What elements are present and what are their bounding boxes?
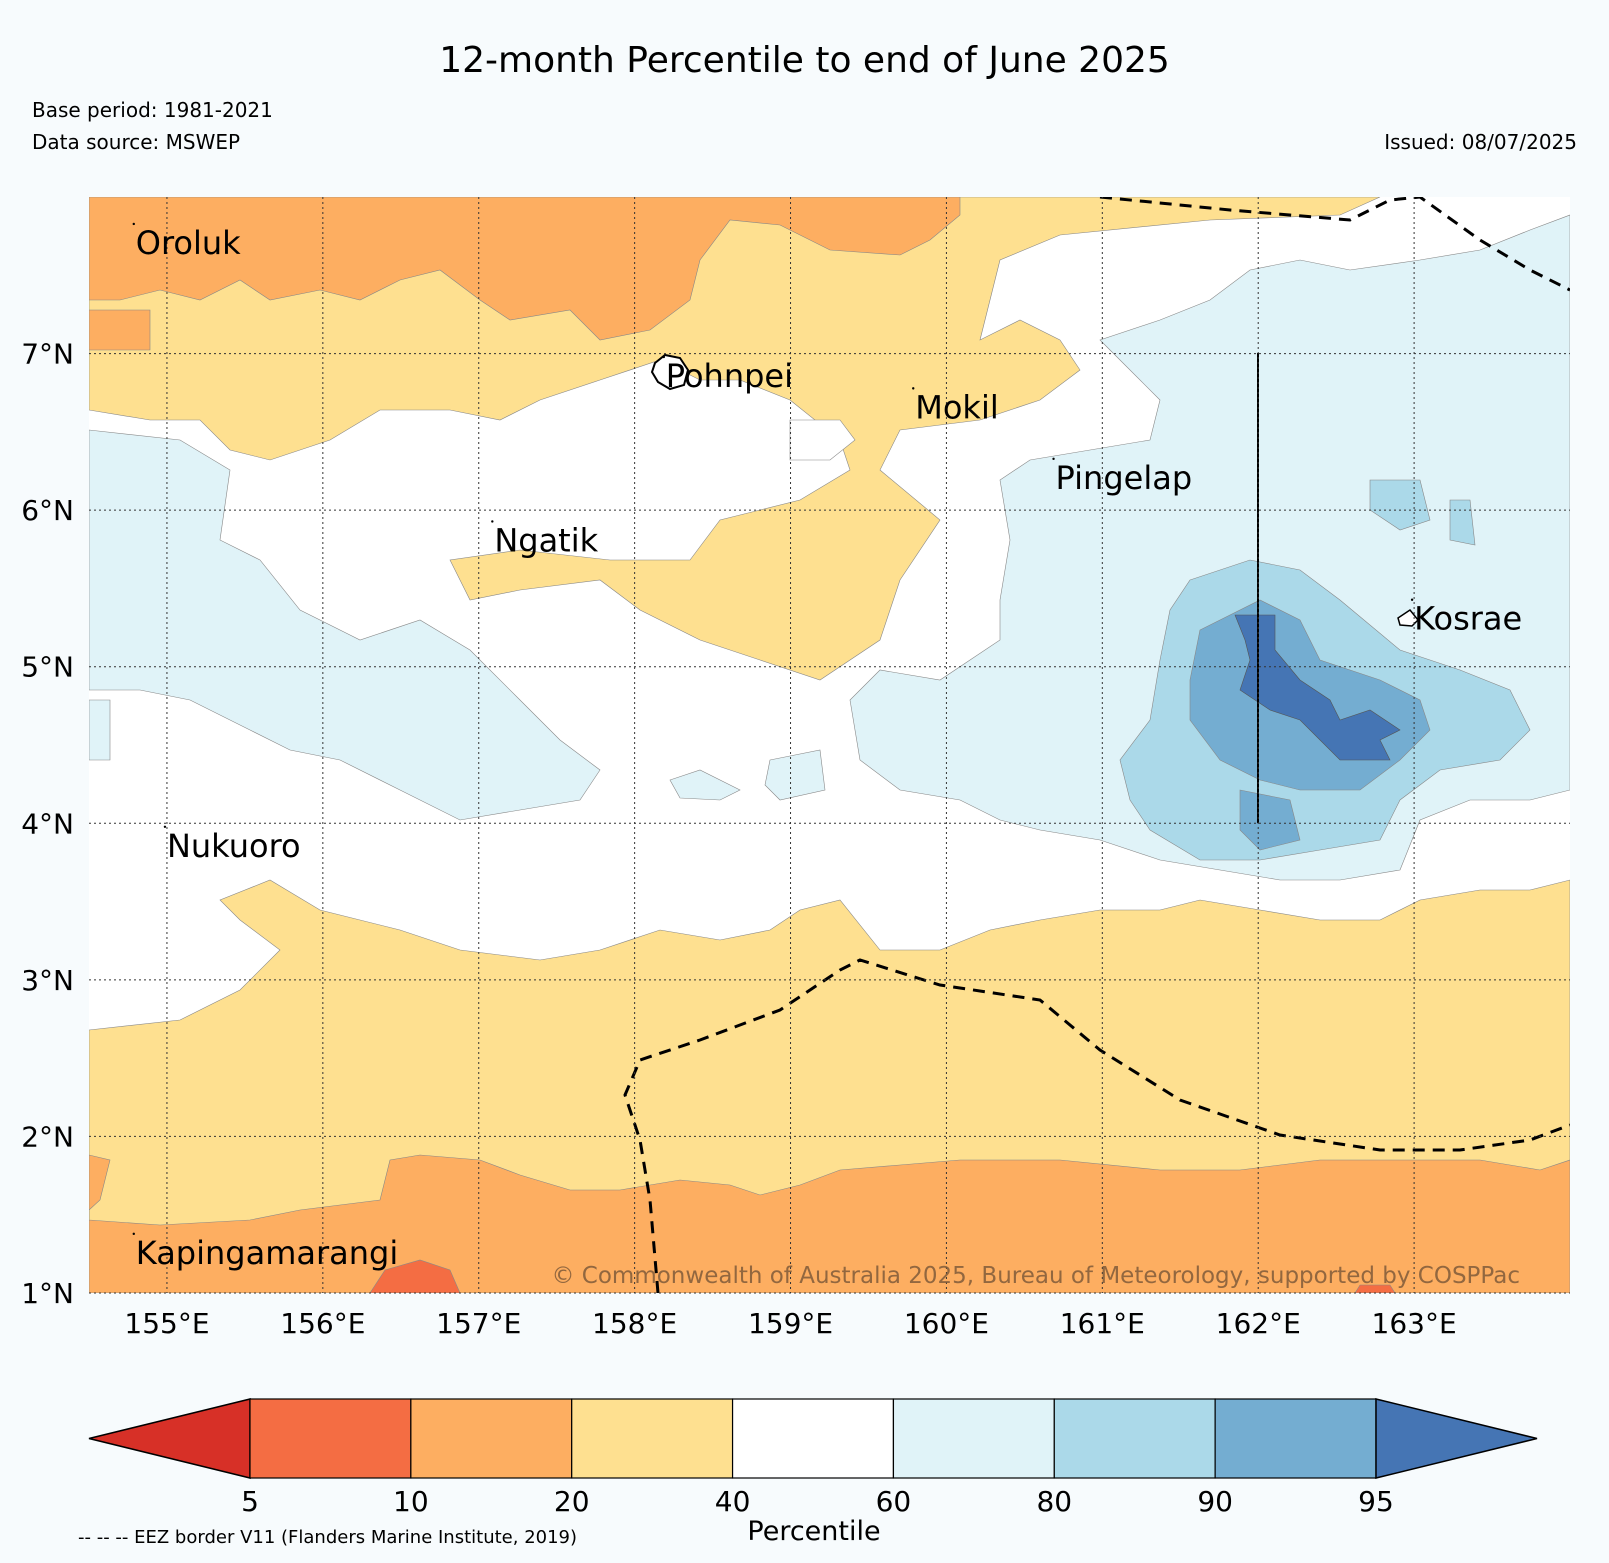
map-title: 12-month Percentile to end of June 2025 bbox=[439, 40, 1170, 81]
y-tick-label: 7°N bbox=[21, 338, 74, 371]
colorbar-tick-label: 5 bbox=[241, 1485, 259, 1518]
band-60-80-mid-patch bbox=[764, 749, 826, 801]
pohnpei-island-outline bbox=[650, 353, 690, 391]
map-gridlines bbox=[89, 197, 1570, 1294]
colorbar-extend-high bbox=[1375, 1398, 1538, 1479]
colorbar-tick-label: 95 bbox=[1358, 1485, 1394, 1518]
colorbar-label: Percentile bbox=[747, 1516, 880, 1547]
band-60-80-west bbox=[89, 429, 601, 821]
eez-border-south bbox=[623, 958, 1570, 1293]
place-marker bbox=[132, 222, 135, 226]
colorbar-tick-label: 80 bbox=[1036, 1485, 1072, 1518]
colorbar-segment bbox=[731, 1398, 895, 1479]
place-label: Pohnpei bbox=[666, 357, 793, 395]
data-source: Data source: MSWEP bbox=[32, 130, 241, 154]
place-marker bbox=[491, 520, 494, 523]
x-tick-label: 160°E bbox=[904, 1307, 989, 1340]
place-marker bbox=[163, 825, 167, 828]
band-10-20-nw-patch bbox=[89, 309, 151, 351]
band-5-10-patch-2 bbox=[1354, 1284, 1396, 1293]
band-60-80-west-lower bbox=[89, 699, 111, 761]
band-80-90-patch-a bbox=[1369, 479, 1431, 531]
colorbar-tick-label: 40 bbox=[715, 1485, 751, 1518]
place-marker bbox=[662, 355, 666, 359]
colorbar-segment bbox=[571, 1398, 734, 1479]
place-marker bbox=[1052, 457, 1055, 461]
band-gt-95 bbox=[1234, 614, 1401, 761]
place-label: Pingelap bbox=[1056, 459, 1193, 497]
place-label: Nukuoro bbox=[167, 827, 301, 865]
x-tick-label: 161°E bbox=[1060, 1307, 1145, 1340]
place-marker bbox=[132, 1232, 135, 1236]
colorbar-tick-label: 20 bbox=[554, 1485, 590, 1518]
x-tick-label: 157°E bbox=[436, 1307, 521, 1340]
copyright-text: © Commonwealth of Australia 2025, Bureau… bbox=[551, 1263, 1520, 1289]
place-label: Oroluk bbox=[136, 224, 241, 262]
y-tick-label: 3°N bbox=[21, 964, 74, 997]
colorbar-extend-low bbox=[88, 1398, 251, 1479]
colorbar: 5 10 20 40 60 80 90 95 bbox=[88, 1398, 1538, 1518]
band-60-80-mid-patch-2 bbox=[669, 769, 741, 801]
x-tick-label: 156°E bbox=[280, 1307, 365, 1340]
band-10-20-north bbox=[89, 197, 961, 341]
colorbar-segment bbox=[1214, 1398, 1377, 1479]
colorbar-tick-label: 60 bbox=[876, 1485, 912, 1518]
y-tick-label: 6°N bbox=[21, 494, 74, 527]
x-tick-label: 159°E bbox=[748, 1307, 833, 1340]
colorbar-tick-label: 10 bbox=[393, 1485, 429, 1518]
base-period: Base period: 1981-2021 bbox=[32, 98, 273, 122]
y-tick-label: 4°N bbox=[21, 807, 74, 840]
band-10-20-south bbox=[89, 1154, 1570, 1293]
map-tick-labels: 155°E 156°E 157°E 158°E 159°E 160°E 161°E 162°E… bbox=[21, 338, 1456, 1340]
x-tick-label: 162°E bbox=[1216, 1307, 1301, 1340]
place-marker bbox=[912, 387, 915, 390]
band-40-60-hole bbox=[789, 419, 856, 461]
place-marker bbox=[1410, 598, 1414, 601]
band-5-10-patch bbox=[369, 1259, 461, 1293]
colorbar-segment bbox=[892, 1398, 1055, 1479]
colorbar-tick-label: 90 bbox=[1197, 1485, 1233, 1518]
colorbar-segment bbox=[410, 1398, 573, 1479]
kosrae-island-outline bbox=[1397, 608, 1420, 627]
x-tick-label: 163°E bbox=[1372, 1307, 1457, 1340]
place-label: Mokil bbox=[915, 388, 999, 426]
place-label: Kapingamarangi bbox=[136, 1234, 398, 1272]
colorbar-segment bbox=[249, 1398, 412, 1479]
place-label: Ngatik bbox=[494, 521, 598, 559]
issued-date: Issued: 08/07/2025 bbox=[1384, 130, 1577, 154]
y-tick-label: 2°N bbox=[21, 1120, 74, 1153]
place-label: Kosrae bbox=[1414, 600, 1522, 638]
band-80-90-patch-b bbox=[1449, 499, 1476, 546]
band-20-40-north bbox=[89, 197, 1381, 681]
colorbar-segment bbox=[1053, 1398, 1216, 1479]
map-place-labels: Oroluk Pohnpei Mokil Pingelap Ngatik Kosrae Nu… bbox=[132, 222, 1522, 1272]
eez-border-north bbox=[1099, 197, 1570, 292]
x-tick-label: 155°E bbox=[124, 1307, 209, 1340]
eez-legend-note: -- -- -- EEZ border V11 (Flanders Marine… bbox=[78, 1527, 577, 1548]
y-tick-label: 1°N bbox=[21, 1277, 74, 1310]
y-tick-label: 5°N bbox=[21, 651, 74, 684]
x-tick-label: 158°E bbox=[592, 1307, 677, 1340]
